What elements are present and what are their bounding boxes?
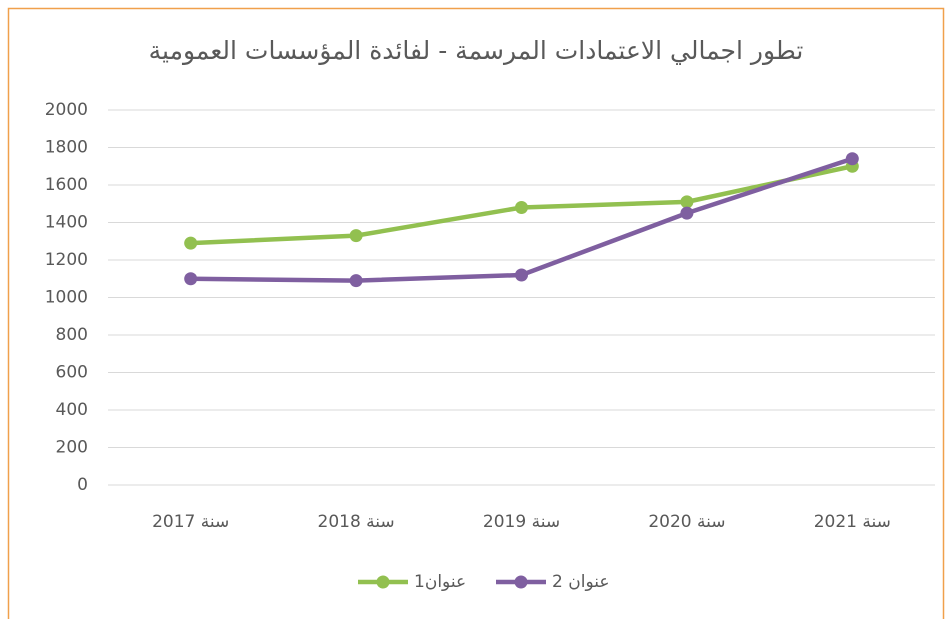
y-tick-label: 1400 [45, 213, 88, 233]
data-point [349, 229, 363, 243]
legend-marker [514, 575, 528, 589]
y-tick-label: 1200 [45, 250, 88, 270]
y-tick-label: 800 [56, 325, 88, 345]
data-point [184, 236, 198, 250]
x-tick-label: سنة 2018 [318, 512, 395, 532]
data-point [845, 152, 859, 166]
y-tick-label: 1800 [45, 138, 88, 158]
legend-label: عنوان 2 [552, 572, 610, 592]
y-tick-label: 600 [56, 363, 88, 383]
legend-marker [376, 575, 390, 589]
chart-frame [7, 7, 945, 619]
x-tick-label: سنة 2020 [648, 512, 725, 532]
x-tick-label: سنة 2019 [483, 512, 560, 532]
y-tick-label: 2000 [45, 100, 88, 120]
legend-label: عنوان1 [414, 572, 466, 592]
chart-title: تطور اجمالي الاعتمادات المرسمة - لفائدة … [149, 36, 804, 65]
y-tick-label: 1000 [45, 288, 88, 308]
data-point [515, 201, 528, 214]
x-tick-label: سنة 2017 [152, 512, 229, 532]
data-point [680, 195, 694, 209]
data-point [184, 272, 198, 286]
data-point [349, 274, 363, 288]
y-tick-label: 400 [56, 400, 88, 420]
y-tick-label: 1600 [45, 175, 88, 195]
y-tick-label: 0 [77, 475, 88, 495]
y-tick-label: 200 [56, 438, 88, 458]
data-point [680, 206, 694, 220]
x-tick-label: سنة 2021 [814, 512, 891, 532]
data-point [515, 268, 528, 282]
